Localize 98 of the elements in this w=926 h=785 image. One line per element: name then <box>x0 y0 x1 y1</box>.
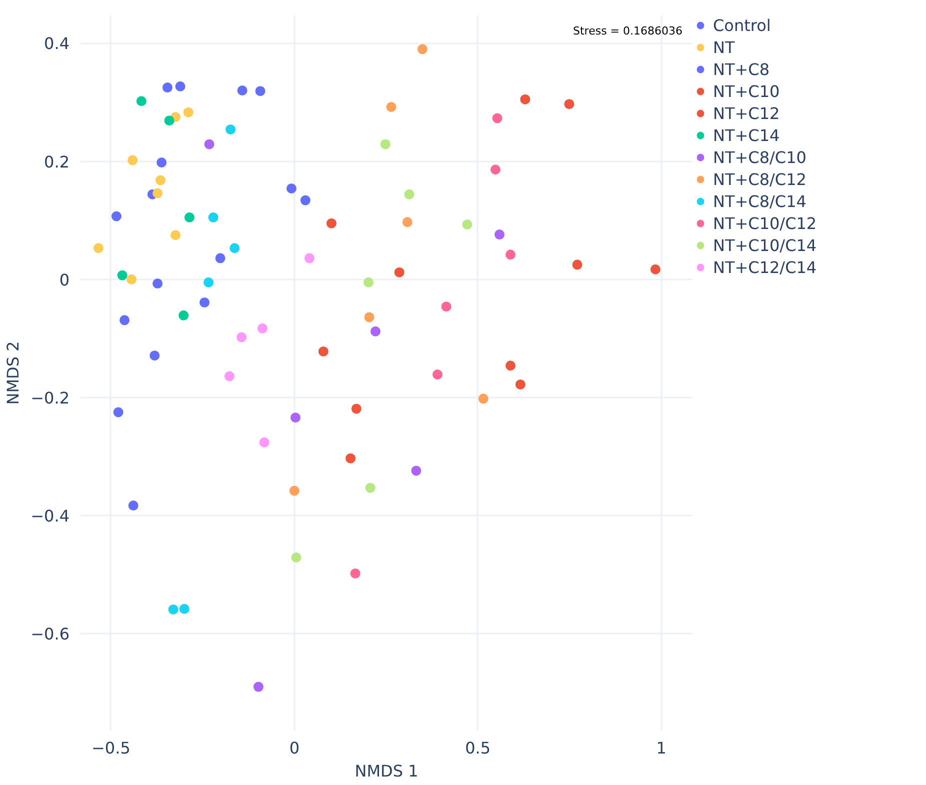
point <box>184 212 194 222</box>
point <box>150 350 160 361</box>
point <box>520 94 530 104</box>
point <box>226 124 236 134</box>
point <box>152 188 163 198</box>
point <box>175 81 186 92</box>
point <box>215 253 226 264</box>
point <box>204 139 214 150</box>
x-tick-label: 0 <box>289 738 300 758</box>
point <box>224 371 234 382</box>
point <box>572 260 582 270</box>
point <box>208 212 218 222</box>
legend-label: Control <box>713 16 771 34</box>
point <box>411 466 422 476</box>
legend-label: NT+C12 <box>713 104 780 122</box>
point <box>156 158 167 168</box>
point <box>506 360 516 371</box>
legend-label: NT+C14 <box>713 126 780 144</box>
y-tick-label: −0.2 <box>30 388 70 408</box>
point <box>380 139 390 150</box>
y-tick-label: −0.6 <box>30 624 70 644</box>
point <box>164 116 174 126</box>
legend-label: NT+C10/C12 <box>713 214 817 232</box>
point <box>506 250 516 260</box>
point <box>126 274 136 284</box>
point <box>236 332 247 342</box>
legend-label: NT <box>713 38 735 56</box>
x-tick-label: 1 <box>656 738 666 758</box>
point <box>120 315 130 326</box>
x-axis-title: NMDS 1 <box>354 762 418 780</box>
point <box>237 85 248 96</box>
point <box>155 175 166 186</box>
point <box>304 253 314 264</box>
point <box>478 394 488 404</box>
point <box>462 220 472 230</box>
point <box>111 211 122 222</box>
point <box>230 243 240 254</box>
point <box>128 500 138 511</box>
point <box>394 267 404 278</box>
point <box>113 407 124 418</box>
point <box>204 277 214 288</box>
point <box>364 277 374 288</box>
point <box>365 482 376 493</box>
point <box>364 312 374 322</box>
point <box>168 604 178 614</box>
point <box>490 164 500 175</box>
point <box>255 86 266 96</box>
point <box>351 404 362 414</box>
point <box>257 323 268 334</box>
point <box>326 218 336 228</box>
point <box>650 264 660 274</box>
point <box>346 453 356 464</box>
point <box>441 302 452 312</box>
x-tick-label: −0.5 <box>92 738 130 758</box>
point <box>152 278 163 289</box>
point <box>200 297 210 308</box>
point <box>162 82 172 93</box>
y-axis-title: NMDS 2 <box>4 341 23 405</box>
legend-label: NT+C8/C10 <box>713 148 806 166</box>
point <box>179 604 190 614</box>
point <box>183 107 194 118</box>
point <box>289 486 300 496</box>
legend-label: NT+C8/C14 <box>713 192 806 210</box>
point <box>402 217 412 228</box>
point <box>494 230 505 240</box>
point <box>350 568 360 578</box>
point <box>286 184 296 194</box>
legend-label: NT+C12/C14 <box>713 258 817 276</box>
point <box>93 243 104 254</box>
legend-label: NT+C10/C14 <box>713 236 817 254</box>
point <box>259 437 270 448</box>
point <box>290 412 301 423</box>
point <box>291 552 302 562</box>
annotation: Stress = 0.1686036 <box>573 24 683 38</box>
y-tick-label: 0 <box>59 270 70 290</box>
point <box>386 102 396 112</box>
point <box>564 99 574 110</box>
y-tick-label: −0.4 <box>30 506 70 526</box>
point <box>128 155 138 166</box>
point <box>515 380 526 390</box>
legend-label: NT+C8 <box>713 60 770 78</box>
point <box>136 96 146 106</box>
y-tick-label: 0.2 <box>44 152 70 172</box>
legend-label: NT+C10 <box>713 82 780 100</box>
y-tick-label: 0.4 <box>44 34 70 54</box>
point <box>170 230 181 240</box>
point <box>117 270 128 280</box>
legend-label: NT+C8/C12 <box>713 170 806 188</box>
point <box>404 189 414 200</box>
x-tick-label: 0.5 <box>465 738 491 758</box>
point <box>178 310 189 320</box>
point <box>318 346 328 356</box>
point <box>253 682 264 692</box>
point <box>492 113 502 124</box>
point <box>370 326 380 336</box>
point <box>432 369 442 380</box>
point <box>417 44 428 54</box>
point <box>300 195 310 206</box>
